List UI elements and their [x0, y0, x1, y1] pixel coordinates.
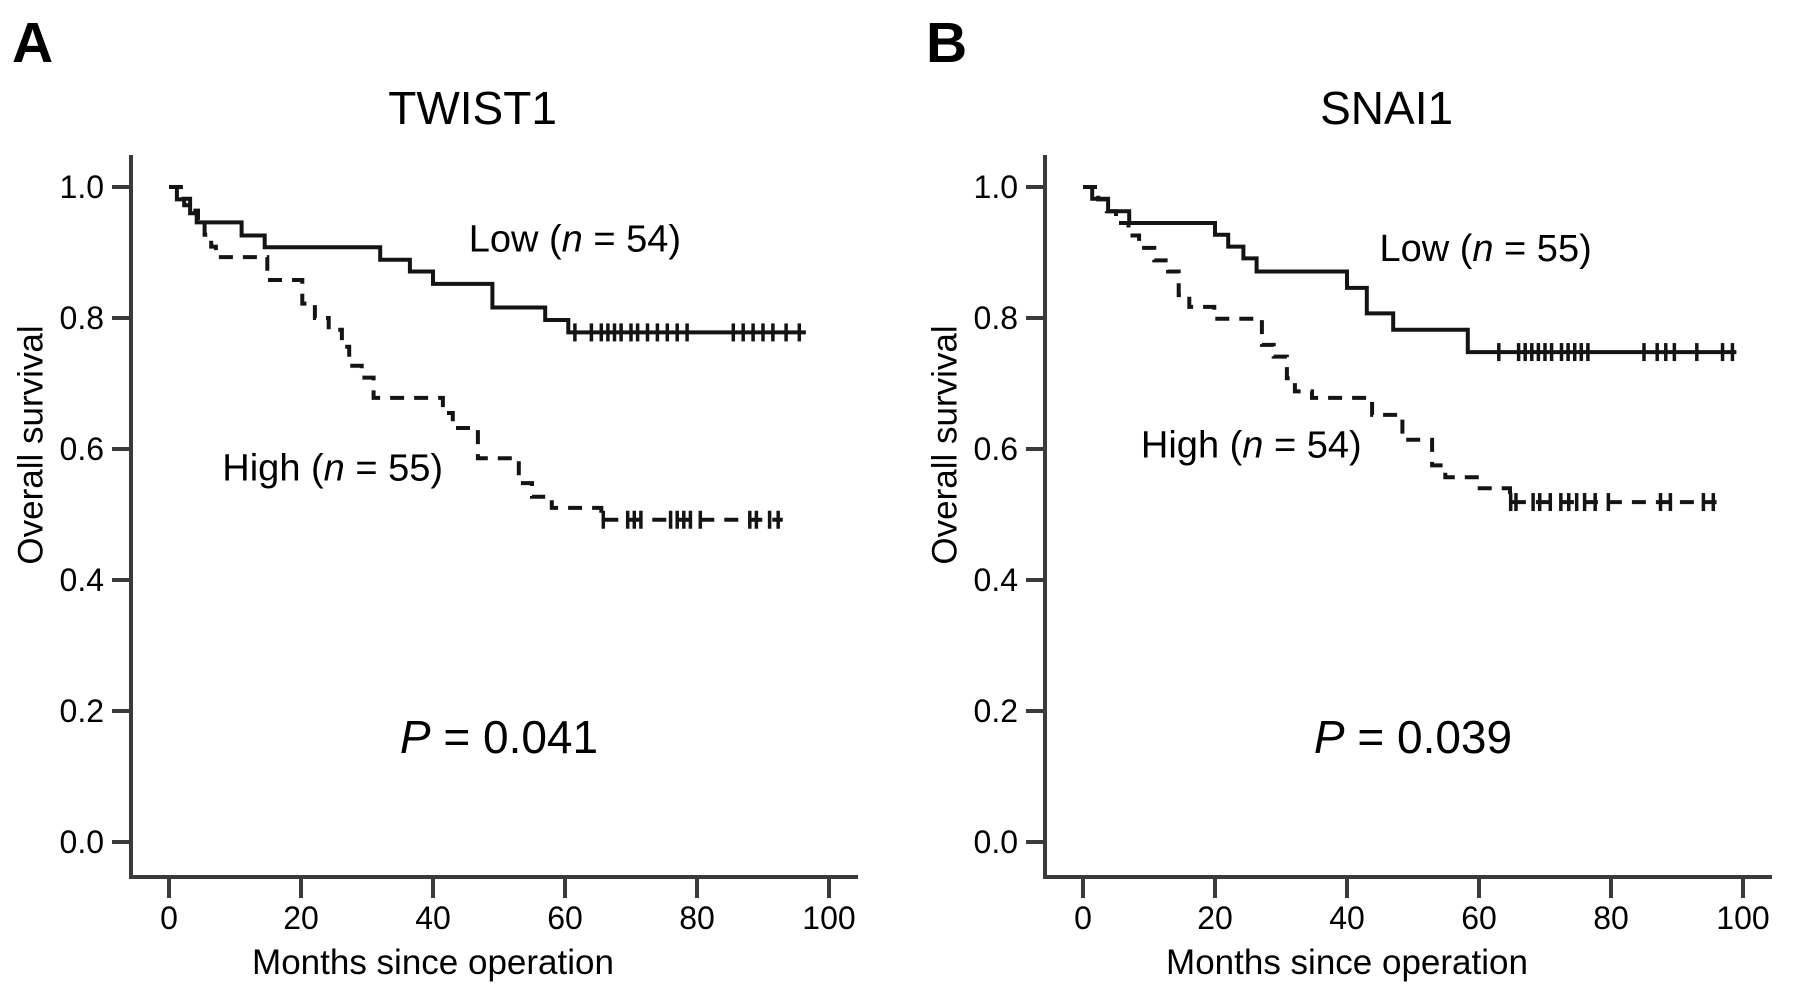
- y-tick-label: 0.8: [974, 300, 1018, 336]
- italic-text-part: n: [1242, 425, 1263, 467]
- y-tick-label: 1.0: [974, 169, 1018, 205]
- axis-lines: [1043, 155, 1772, 879]
- panel-title: SNAI1: [1320, 82, 1453, 134]
- x-tick-label: 80: [679, 900, 715, 936]
- km-curve-low: [1083, 185, 1737, 355]
- x-tick-label: 100: [1716, 900, 1769, 936]
- km-curve-high: [1083, 185, 1717, 505]
- x-tick-label: 0: [1074, 900, 1092, 936]
- x-tick-label: 60: [547, 900, 583, 936]
- text-part: High (: [222, 448, 324, 490]
- text-part: Low (: [469, 218, 562, 260]
- censor-marks-high: [1508, 493, 1716, 512]
- censor-marks-low: [573, 323, 802, 342]
- x-tick-label: 0: [160, 900, 178, 936]
- x-tick-label: 40: [415, 900, 451, 936]
- x-tick-label: 40: [1329, 900, 1365, 936]
- text-part: = 55): [345, 448, 443, 490]
- x-tick-label: 20: [283, 900, 319, 936]
- y-tick-label: 0.2: [60, 693, 104, 729]
- x-tick-label: 100: [802, 900, 855, 936]
- p-value-label: P = 0.039: [1314, 711, 1512, 763]
- y-axis-title: Overall survival: [12, 325, 51, 564]
- x-tick-label: 20: [1197, 900, 1233, 936]
- x-axis-title: Months since operation: [1166, 943, 1528, 982]
- text-part: = 55): [1494, 228, 1592, 270]
- text-part: = 0.039: [1345, 711, 1513, 763]
- p-value-label: P = 0.041: [400, 711, 598, 763]
- panel-letter: B: [926, 11, 967, 75]
- panel-letter: A: [12, 11, 53, 75]
- y-tick-label: 0.4: [974, 562, 1018, 598]
- x-tick-label: 60: [1461, 900, 1497, 936]
- series-label-low: Low (n = 55): [1379, 228, 1591, 270]
- text-part: = 0.041: [431, 711, 599, 763]
- panel-b: B SNAI1 1.0 0.8 0.6 0.4 0.2 0.0 0 20 40 60 80 100 Mont…: [926, 11, 1772, 982]
- y-tick-label: 0.0: [60, 824, 104, 860]
- text-part: = 54): [583, 218, 681, 260]
- italic-text-part: n: [1472, 228, 1493, 270]
- panel-a: A TWIST1 1.0 0.8 0.6 0.4 0.2 0.0 0 20 40 60 80 100 Mon…: [12, 11, 858, 982]
- text-part: High (: [1141, 425, 1243, 467]
- italic-text-part: P: [1314, 711, 1345, 763]
- italic-text-part: P: [400, 711, 431, 763]
- y-tick-label: 0.0: [974, 824, 1018, 860]
- km-curve-high: [169, 185, 783, 522]
- x-axis-title: Months since operation: [252, 943, 614, 982]
- y-tick-label: 0.6: [974, 431, 1018, 467]
- panel-title: TWIST1: [388, 82, 557, 134]
- italic-text-part: n: [562, 218, 583, 260]
- text-part: = 54): [1263, 425, 1361, 467]
- series-label-high: High (n = 54): [1141, 425, 1362, 467]
- text-part: Low (: [1379, 228, 1472, 270]
- axis-lines: [129, 155, 858, 879]
- italic-text-part: n: [324, 448, 345, 490]
- y-tick-label: 0.6: [60, 431, 104, 467]
- x-tick-label: 80: [1593, 900, 1629, 936]
- censor-marks-low: [1497, 343, 1735, 362]
- y-tick-label: 1.0: [60, 169, 104, 205]
- y-tick-label: 0.4: [60, 562, 104, 598]
- y-tick-label: 0.8: [60, 300, 104, 336]
- y-axis-title: Overall survival: [926, 325, 965, 564]
- censor-marks-high: [601, 510, 780, 529]
- y-tick-label: 0.2: [974, 693, 1018, 729]
- series-label-low: Low (n = 54): [469, 218, 681, 260]
- km-curve-low: [169, 185, 806, 335]
- series-label-high: High (n = 55): [222, 448, 443, 490]
